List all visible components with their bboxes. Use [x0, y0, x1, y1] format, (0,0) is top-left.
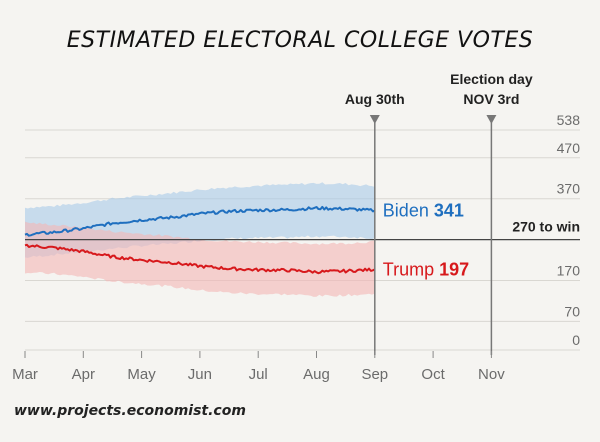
y-tick-label: 538 [557, 112, 581, 128]
marker-arrow [369, 115, 380, 124]
date-markers: Aug 30th Election day NOV 3rd [345, 71, 533, 355]
uncertainty-bands: 270 to win [25, 182, 580, 297]
series-label-biden: Biden 341 [383, 201, 464, 221]
x-axis-ticks: Mar Apr May Jun Jul Aug Sep Oct Nov [12, 351, 505, 383]
x-tick-label: Jul [249, 366, 268, 383]
series-labels: Biden 341 Trump 197 [383, 201, 469, 280]
series-value: 197 [439, 259, 469, 279]
x-tick-label: Aug [303, 366, 330, 383]
series-name: Biden [383, 201, 434, 221]
x-tick-label: Sep [361, 366, 388, 383]
x-tick-label: Mar [12, 366, 38, 383]
series-lines [24, 205, 376, 275]
x-tick-label: May [127, 366, 156, 383]
y-tick-label: 370 [557, 181, 581, 197]
threshold-label: 270 to win [512, 219, 580, 235]
marker-label: NOV 3rd [463, 91, 519, 107]
series-label-trump: Trump 197 [383, 259, 469, 279]
x-tick-label: Jun [188, 366, 212, 383]
line-trump [24, 243, 376, 275]
marker-label: Election day [450, 71, 533, 87]
series-value: 341 [434, 201, 464, 221]
series-name: Trump [383, 259, 439, 279]
y-tick-label: 70 [564, 303, 580, 319]
chart-title: ESTIMATED ELECTORAL COLLEGE VOTES [67, 28, 533, 53]
band-trump [25, 221, 375, 297]
y-tick-label: 170 [557, 262, 581, 278]
source-credit: www.projects.economist.com [14, 403, 246, 419]
x-tick-label: Apr [72, 366, 95, 383]
y-tick-label: 0 [572, 332, 580, 348]
marker-arrow [486, 115, 497, 124]
x-tick-label: Oct [421, 366, 445, 383]
marker-label: Aug 30th [345, 91, 405, 107]
line-biden [24, 205, 376, 237]
x-tick-label: Nov [478, 366, 505, 383]
y-tick-label: 470 [557, 140, 581, 156]
